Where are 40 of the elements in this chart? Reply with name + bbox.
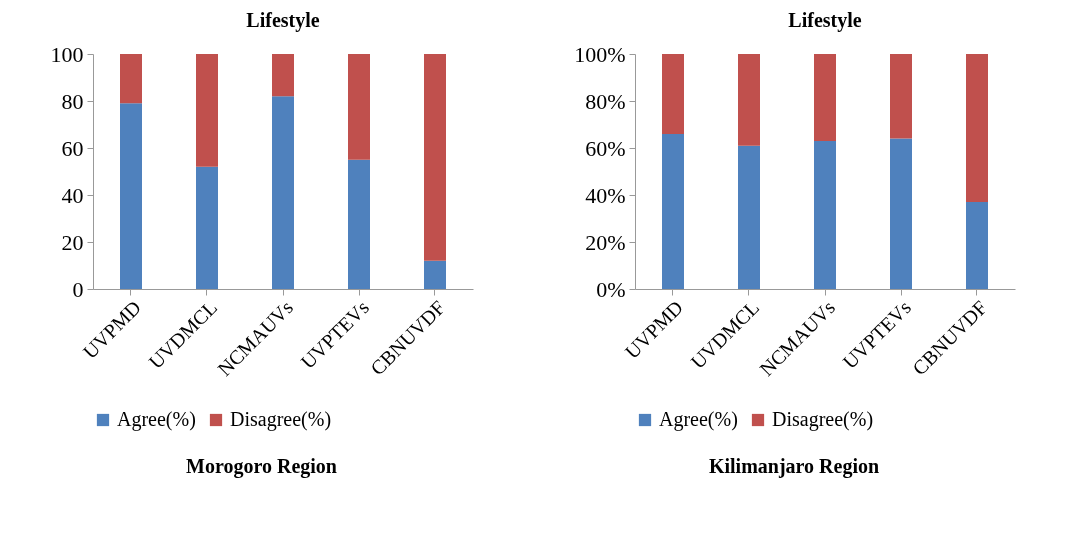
chart-title: Lifestyle bbox=[246, 9, 320, 32]
y-tick-label: 100% bbox=[574, 41, 626, 67]
y-tick-label: 60% bbox=[585, 135, 626, 161]
legend-label: Disagree(%) bbox=[230, 408, 332, 431]
y-tick-label: 40% bbox=[585, 182, 626, 208]
y-tick-label: 40 bbox=[61, 182, 84, 208]
bar bbox=[890, 138, 912, 289]
bar bbox=[814, 140, 836, 289]
bar bbox=[196, 166, 218, 289]
y-tick-label: 100 bbox=[50, 41, 84, 67]
bar bbox=[966, 54, 988, 203]
legend-label: Disagree(%) bbox=[772, 408, 874, 431]
y-tick-label: 0% bbox=[596, 276, 626, 302]
bar bbox=[662, 133, 684, 289]
bar bbox=[424, 260, 446, 289]
legend-label: Agree(%) bbox=[117, 408, 196, 431]
bar bbox=[348, 54, 370, 160]
bar bbox=[424, 54, 446, 261]
bar bbox=[890, 54, 912, 139]
y-tick-label: 20% bbox=[585, 229, 626, 255]
y-tick-label: 20 bbox=[61, 229, 84, 255]
bar bbox=[966, 202, 988, 289]
y-tick-label: 80 bbox=[61, 88, 84, 114]
y-tick-label: 80% bbox=[585, 88, 626, 114]
bar bbox=[738, 54, 760, 146]
y-tick-label: 60 bbox=[61, 135, 84, 161]
bar bbox=[272, 54, 294, 97]
bar bbox=[738, 145, 760, 289]
bar bbox=[348, 159, 370, 289]
text: Kilimanjaro Region bbox=[708, 455, 880, 478]
bar bbox=[196, 54, 218, 167]
text: Morogoro Region bbox=[186, 455, 337, 478]
y-tick-label: 0 bbox=[72, 276, 84, 302]
bar bbox=[120, 54, 142, 104]
bar bbox=[272, 96, 294, 289]
chart-title: Lifestyle bbox=[788, 9, 862, 32]
bar bbox=[120, 103, 142, 289]
legend-label: Agree(%) bbox=[659, 408, 738, 431]
bar bbox=[814, 54, 836, 141]
bar bbox=[662, 54, 684, 134]
